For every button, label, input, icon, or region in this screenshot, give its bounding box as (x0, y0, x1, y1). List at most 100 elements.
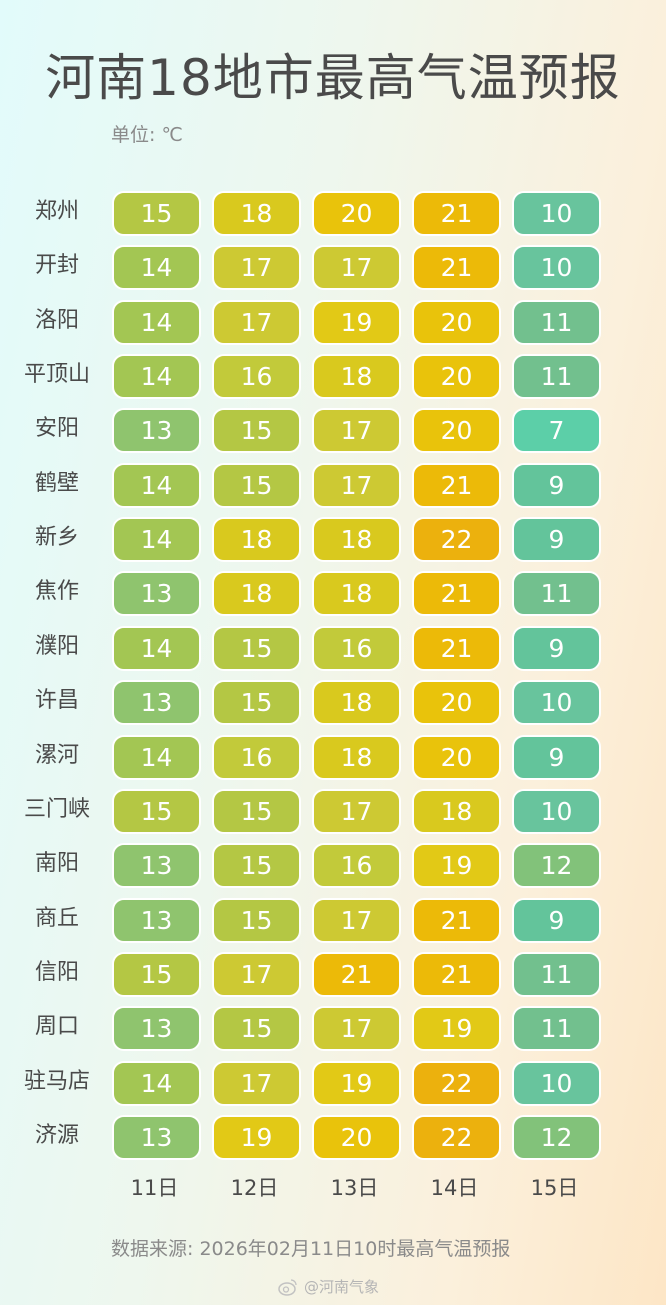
temp-cell: 12 (512, 843, 601, 889)
temp-cell: 17 (212, 299, 301, 345)
data-source-note: 数据来源: 2026年02月11日10时最高气温预报 (111, 1238, 511, 1260)
temp-cell: 21 (412, 897, 501, 943)
temp-cell: 19 (312, 1060, 401, 1106)
temp-cell: 13 (112, 1006, 201, 1052)
day-label: 15日 (530, 1176, 579, 1200)
temp-cell: 10 (512, 191, 601, 236)
temp-cell: 15 (212, 788, 301, 834)
unit-label: 单位: ℃ (111, 124, 183, 146)
temp-cell: 11 (512, 951, 601, 997)
city-label: 许昌 (34, 688, 79, 714)
temp-cell: 20 (412, 354, 501, 400)
city-label: 郑州 (34, 199, 79, 224)
temp-cell: 19 (412, 843, 501, 889)
temp-cell: 18 (312, 354, 401, 400)
temp-cell: 11 (512, 299, 601, 345)
temp-cell: 12 (512, 1114, 601, 1160)
temp-cell: 15 (212, 897, 301, 943)
temp-cell: 19 (212, 1114, 301, 1160)
city-label: 南阳 (34, 851, 79, 877)
temp-cell: 15 (212, 680, 301, 726)
weibo-icon (278, 1278, 297, 1296)
temp-cell: 13 (112, 843, 201, 889)
temp-cell: 16 (212, 734, 301, 780)
temp-cell: 17 (312, 462, 401, 508)
temp-cell: 15 (212, 625, 301, 671)
temp-cell: 21 (412, 571, 501, 617)
temp-cell: 15 (212, 408, 301, 454)
temp-cell: 18 (312, 680, 401, 726)
chart-title: 河南18地市最高气温预报 (45, 49, 621, 107)
temp-cell: 13 (112, 680, 201, 726)
temp-cell: 13 (112, 897, 201, 943)
temp-cell: 13 (112, 571, 201, 617)
temp-cell: 9 (512, 897, 601, 943)
temp-cell: 21 (412, 245, 501, 291)
day-label: 13日 (330, 1176, 379, 1200)
day-label: 14日 (430, 1176, 479, 1200)
temp-cell: 17 (312, 897, 401, 943)
city-label: 鹤壁 (34, 470, 79, 496)
temp-cell: 21 (412, 625, 501, 671)
temp-cell: 21 (412, 191, 501, 236)
temp-cell: 19 (412, 1006, 501, 1052)
watermark-text: @河南气象 (304, 1278, 380, 1296)
temp-cell: 17 (312, 245, 401, 291)
temp-cell: 18 (312, 517, 401, 563)
temp-cell: 18 (412, 788, 501, 834)
city-label: 洛阳 (34, 307, 79, 333)
temp-cell: 15 (112, 788, 201, 834)
temp-cell: 13 (112, 408, 201, 454)
temp-cell: 14 (112, 625, 201, 671)
city-label: 驻马店 (23, 1068, 90, 1094)
temp-cell: 13 (112, 1114, 201, 1160)
temp-cell: 20 (412, 680, 501, 726)
temp-cell: 16 (312, 843, 401, 889)
temp-cell: 9 (512, 462, 601, 508)
temp-cell: 14 (112, 734, 201, 780)
city-label: 平顶山 (23, 362, 90, 388)
temp-cell: 17 (312, 1006, 401, 1052)
temp-cell: 15 (212, 843, 301, 889)
temp-cell: 9 (512, 517, 601, 563)
temp-cell: 21 (412, 951, 501, 997)
temp-cell: 20 (412, 408, 501, 454)
temp-cell: 15 (212, 462, 301, 508)
temp-cell: 7 (512, 408, 601, 454)
city-label: 商丘 (34, 905, 79, 931)
temp-cell: 10 (512, 680, 601, 726)
temp-cell: 21 (312, 951, 401, 997)
temp-cell: 20 (312, 191, 401, 236)
temp-cell: 18 (312, 734, 401, 780)
temp-cell: 14 (112, 299, 201, 345)
temp-cell: 18 (212, 517, 301, 563)
temp-cell: 17 (312, 788, 401, 834)
temp-cell: 20 (412, 734, 501, 780)
city-label: 开封 (34, 253, 79, 279)
temp-cell: 16 (212, 354, 301, 400)
weibo-watermark: @河南气象 (278, 1276, 379, 1297)
city-label: 安阳 (34, 416, 79, 442)
temp-cell: 20 (312, 1114, 401, 1160)
city-label: 周口 (34, 1014, 79, 1040)
temp-cell: 18 (312, 571, 401, 617)
temp-cell: 9 (512, 734, 601, 780)
temp-cell: 17 (212, 245, 301, 291)
temp-cell: 16 (312, 625, 401, 671)
temp-cell: 15 (212, 1006, 301, 1052)
temp-cell: 14 (112, 354, 201, 400)
temp-cell: 20 (412, 299, 501, 345)
city-label: 济源 (34, 1122, 79, 1148)
city-label: 信阳 (34, 959, 79, 985)
temp-cell: 22 (412, 1114, 501, 1160)
temp-cell: 17 (312, 408, 401, 454)
temp-cell: 10 (512, 245, 601, 291)
temp-cell: 10 (512, 788, 601, 834)
temp-cell: 21 (412, 462, 501, 508)
day-label: 12日 (230, 1176, 279, 1200)
city-label: 濮阳 (34, 633, 79, 659)
temp-cell: 10 (512, 1060, 601, 1106)
temp-cell: 17 (212, 951, 301, 997)
temp-cell: 17 (212, 1060, 301, 1106)
